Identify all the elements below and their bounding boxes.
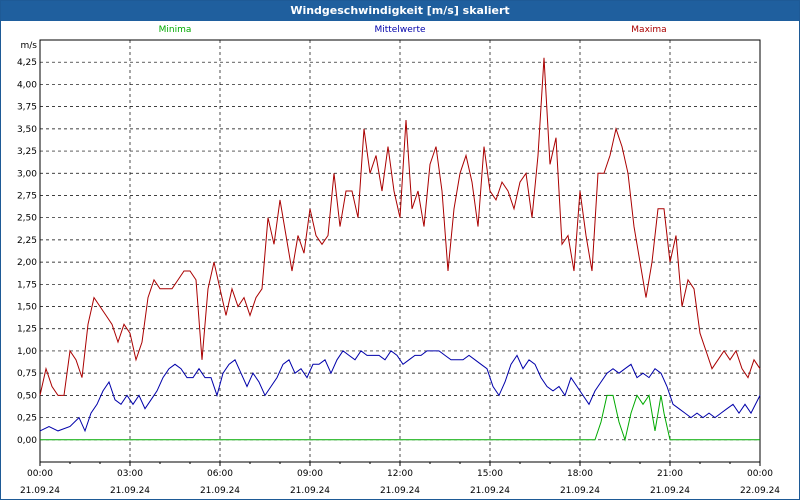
legend: Minima Mittelwerte Maxima (159, 25, 667, 35)
x-tick-date: 21.09.24 (110, 486, 150, 496)
x-tick-time: 06:00 (207, 469, 233, 479)
x-tick-date: 21.09.24 (650, 486, 690, 496)
x-tick-date: 21.09.24 (20, 486, 60, 496)
legend-entry-minima: Minima (159, 25, 192, 35)
x-tick-date: 21.09.24 (380, 486, 420, 496)
y-tick-label: 2,75 (17, 191, 37, 201)
y-tick-label: 1,25 (17, 325, 37, 335)
x-tick-time: 12:00 (387, 469, 413, 479)
y-axis-unit: m/s (21, 41, 38, 51)
y-tick-label: 1,00 (17, 347, 37, 357)
x-tick-time: 09:00 (297, 469, 323, 479)
y-tick-label: 2,25 (17, 236, 37, 246)
y-tick-label: 3,75 (17, 103, 37, 113)
series-line-mittelwerte (39, 350, 761, 433)
y-tick-label: 0,50 (17, 391, 37, 401)
y-tick-label: 1,75 (17, 280, 37, 290)
chart-title: Windgeschwindigkeit [m/s] skaliert (1, 1, 799, 21)
legend-entry-maxima: Maxima (631, 25, 666, 35)
x-tick-date: 21.09.24 (470, 486, 510, 496)
series-line-minima (40, 394, 760, 442)
y-tick-label: 2,50 (17, 214, 37, 224)
x-tick-time: 18:00 (567, 469, 593, 479)
y-tick-label: 3,25 (17, 147, 37, 157)
y-tick-label: 2,00 (17, 258, 37, 268)
y-tick-label: 3,00 (17, 169, 37, 179)
y-tick-label: 3,50 (17, 125, 37, 135)
x-tick-time: 03:00 (117, 469, 143, 479)
y-tick-label: 0,00 (17, 436, 37, 446)
y-tick-label: 4,25 (17, 58, 37, 68)
x-tick-time: 21:00 (657, 469, 683, 479)
series-lines (39, 57, 761, 442)
x-tick-time: 00:00 (747, 469, 773, 479)
grid (40, 40, 760, 462)
x-tick-date: 21.09.24 (560, 486, 600, 496)
y-tick-label: 0,75 (17, 369, 37, 379)
axes: 0,00 0,25 0,50 0,75 1,00 1,25 1,50 1,75 2,00 2,25… (17, 39, 780, 496)
x-tick-date: 21.09.24 (200, 486, 240, 496)
x-tick-date: 21.09.24 (290, 486, 330, 496)
legend-entry-mittelwerte: Mittelwerte (374, 25, 425, 35)
x-tick-time: 00:00 (27, 469, 53, 479)
y-tick-label: 4,00 (17, 80, 37, 90)
y-tick-label: 0,25 (17, 414, 37, 424)
y-tick-label: 1,50 (17, 303, 37, 313)
x-tick-date: 22.09.24 (740, 486, 780, 496)
x-tick-time: 15:00 (477, 469, 503, 479)
series-line-maxima (39, 57, 761, 396)
